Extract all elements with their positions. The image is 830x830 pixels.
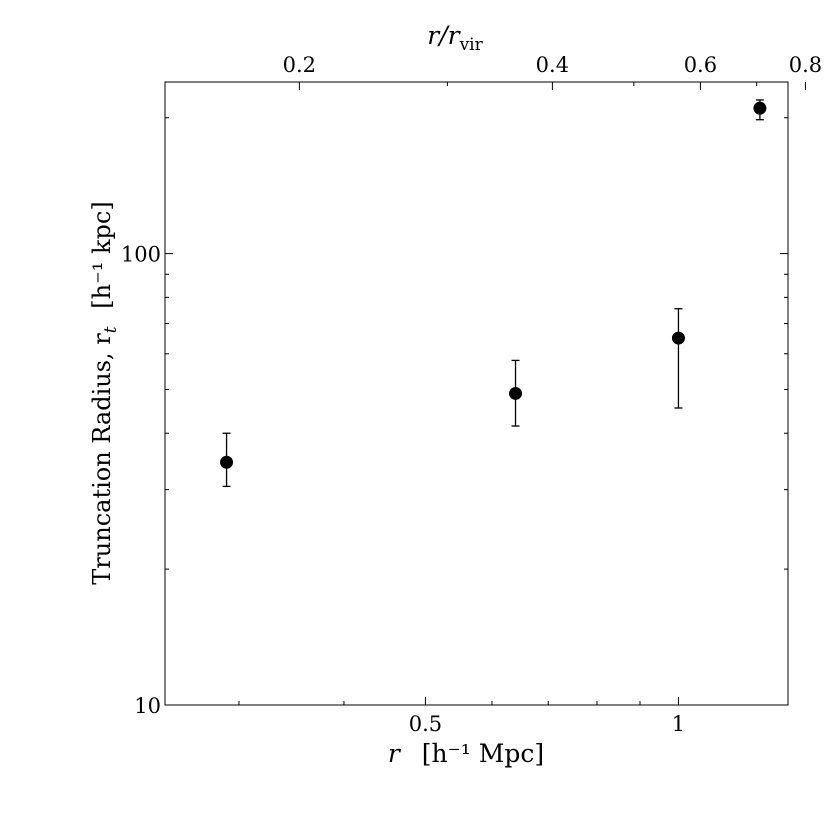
y-tick-label: 10: [134, 694, 161, 718]
data-point: [671, 331, 685, 345]
top-tick-label: 0.4: [536, 53, 569, 77]
tick-labels: 0.5 1 0.2 0.4 0.6 0.8 10 100: [121, 53, 822, 736]
plot-frame: [164, 81, 789, 706]
data-point: [753, 101, 767, 115]
data-point: [220, 455, 234, 469]
y-tick-label: 100: [121, 243, 161, 267]
x-tick-label: 1: [672, 712, 685, 736]
top-tick-label: 0.2: [283, 53, 316, 77]
data-point: [509, 386, 523, 400]
y-axis-label: Truncation Radius, rt [h⁻¹ kpc]: [88, 201, 122, 584]
top-tick-label: 0.6: [684, 53, 717, 77]
data-points: [220, 99, 767, 488]
x-axis-label: r [h⁻¹ Mpc]: [388, 739, 544, 768]
top-axis-label: r/rvir: [427, 21, 483, 55]
top-tick-label: 0.8: [789, 53, 822, 77]
x-tick-label: 0.5: [409, 712, 442, 736]
axis-ticks: [165, 82, 806, 706]
